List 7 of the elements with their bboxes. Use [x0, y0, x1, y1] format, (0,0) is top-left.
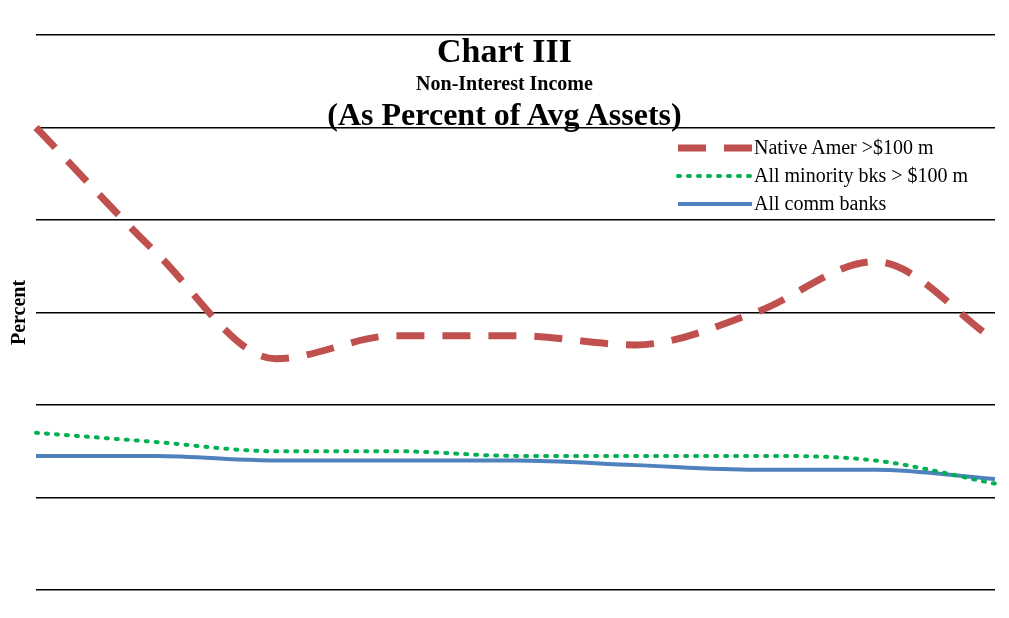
legend-label: Native Amer >$100 m — [754, 136, 935, 158]
legend-label: All comm banks — [754, 192, 888, 214]
y-axis-title: Percent — [7, 279, 30, 346]
legend-label: All minority bks > $100 m — [754, 164, 969, 186]
chart-subtitle: Non-Interest Income — [415, 71, 594, 96]
annotation: (As Percent of Avg Assets) — [326, 96, 683, 132]
chart-title: Chart III — [435, 32, 574, 70]
